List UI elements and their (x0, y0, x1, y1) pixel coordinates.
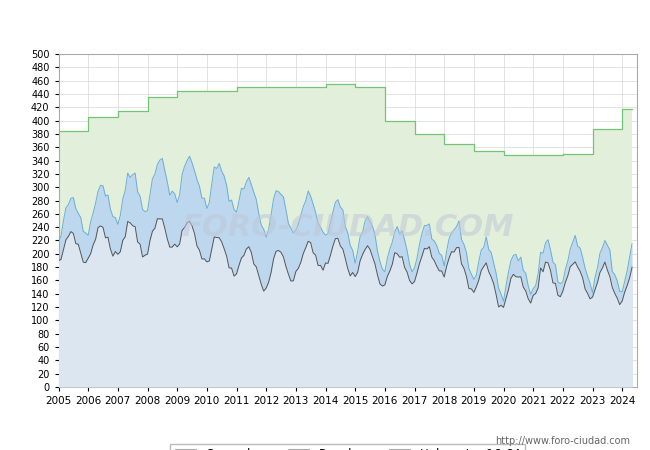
Legend: Ocupados, Parados, Hab. entre 16-64: Ocupados, Parados, Hab. entre 16-64 (170, 444, 525, 450)
Text: FORO-CIUDAD.COM: FORO-CIUDAD.COM (181, 213, 514, 242)
Text: http://www.foro-ciudad.com: http://www.foro-ciudad.com (495, 436, 630, 446)
Text: Maello - Evolucion de la poblacion en edad de Trabajar Mayo de 2024: Maello - Evolucion de la poblacion en ed… (94, 10, 556, 23)
